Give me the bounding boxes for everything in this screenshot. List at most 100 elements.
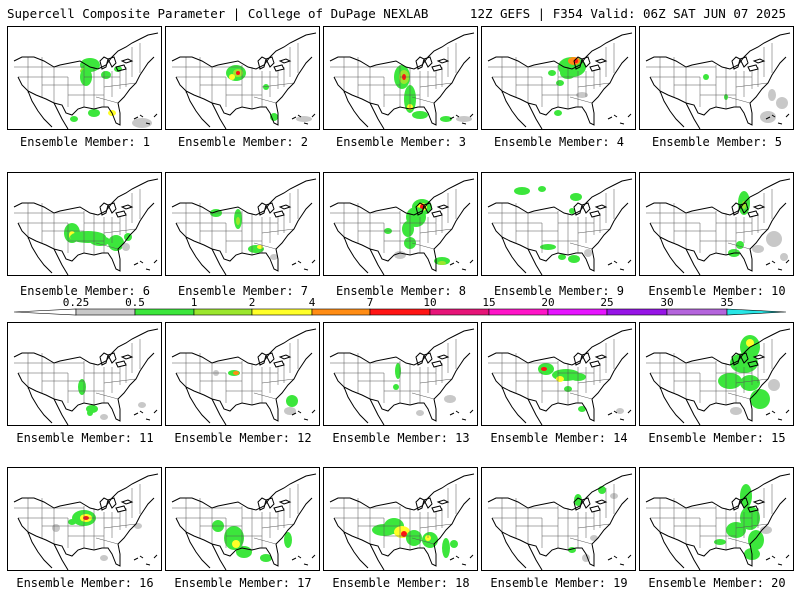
great-lakes [731,56,766,72]
state-boundary [735,523,769,529]
ensemble-member-label: Ensemble Member: 12 [174,431,312,445]
mexico-border [343,531,385,570]
coastline [649,352,787,422]
scp-contour-fill [260,554,272,562]
scp-contour-fill [740,375,760,391]
ensemble-member-label: Ensemble Member: 3 [335,135,467,149]
state-boundary [419,523,453,529]
map-title: Supercell Composite Parameter | College … [7,6,429,21]
scp-contour-fill [568,255,580,263]
ensemble-member-map [481,467,636,571]
state-boundary [735,228,769,234]
mexico-border [185,531,227,570]
coastline [175,352,313,422]
scp-contour-fill [416,410,424,416]
ensemble-member-map [323,172,478,276]
legend-color-bin [369,308,431,316]
ensemble-member-label: Ensemble Member: 7 [177,284,309,298]
us-map [487,473,633,570]
legend-tick-label: 0.25 [62,296,90,309]
state-boundary [577,523,611,529]
mexico-border [185,236,227,275]
mexico-border [659,386,701,425]
state-boundary [419,82,453,88]
great-lakes [731,352,766,368]
state-boundary [95,96,119,104]
border-line [13,473,159,511]
us-map [487,328,633,425]
legend-tick-label: 35 [720,296,734,309]
mexico-border [659,531,701,570]
scp-contour-fill [284,407,296,415]
legend-tick-label: 1 [190,296,198,309]
scp-contour-fill [438,261,446,265]
us-map [13,178,159,275]
scp-contour-fill [768,89,776,101]
scp-contour-fill [569,208,575,214]
caribbean-islands [291,554,316,566]
mexico-border [501,236,543,275]
great-lakes [573,202,608,218]
scp-contour-fill [718,373,742,389]
coastline [333,497,471,567]
border-line [13,178,159,216]
border-line [329,32,475,70]
mexico-border [27,531,69,570]
state-boundary [735,82,769,88]
scp-contour-fill [541,367,547,371]
mexico-border [501,386,543,425]
ensemble-member-map [481,322,636,426]
scp-contour-fill [554,110,562,116]
ensemble-member-label: Ensemble Member: 11 [16,431,154,445]
great-lakes [99,56,134,72]
state-boundary [95,537,119,545]
scp-contour-fill [730,407,742,415]
scp-contour-fill [257,245,263,249]
caribbean-islands [449,113,474,125]
scp-contour-fill [78,379,86,395]
scp-contour-fill [270,254,278,260]
state-boundary [95,242,119,250]
ensemble-member-map [639,26,794,130]
state-boundary [577,82,611,88]
state-boundary [411,392,435,400]
scp-contour-fill [760,526,772,534]
mexico-border [659,90,701,129]
border-line [329,178,475,216]
scp-contour-fill [233,371,239,375]
legend-tick-label: 15 [482,296,496,309]
state-boundary [103,378,137,384]
border-line [329,473,475,511]
state-boundary [727,96,751,104]
caribbean-islands [765,554,790,566]
scp-contour-fill [548,70,556,76]
state-boundary [261,82,295,88]
coastline [175,202,313,272]
state-boundary [411,537,435,545]
caribbean-islands [133,409,158,421]
coastline [17,56,155,126]
coastline [333,352,471,422]
state-boundary [569,537,593,545]
border-line [13,32,159,70]
ensemble-member-map [165,322,320,426]
scp-contour-fill [584,249,592,257]
us-map [171,473,317,570]
border-line [487,328,633,366]
scp-contour-fill [100,414,108,420]
border-line [329,328,475,366]
mexico-border [659,236,701,275]
scp-contour-fill [736,241,744,249]
state-boundary [411,242,435,250]
caribbean-islands [449,259,474,271]
caribbean-islands [607,554,632,566]
state-boundary [577,378,611,384]
us-map [13,473,159,570]
us-map [13,32,159,129]
scp-contour-fill [236,71,240,75]
legend-tick-label: 7 [366,296,374,309]
state-boundary [103,82,137,88]
us-map [329,178,475,275]
caribbean-islands [133,113,158,125]
ensemble-member-map [323,322,478,426]
